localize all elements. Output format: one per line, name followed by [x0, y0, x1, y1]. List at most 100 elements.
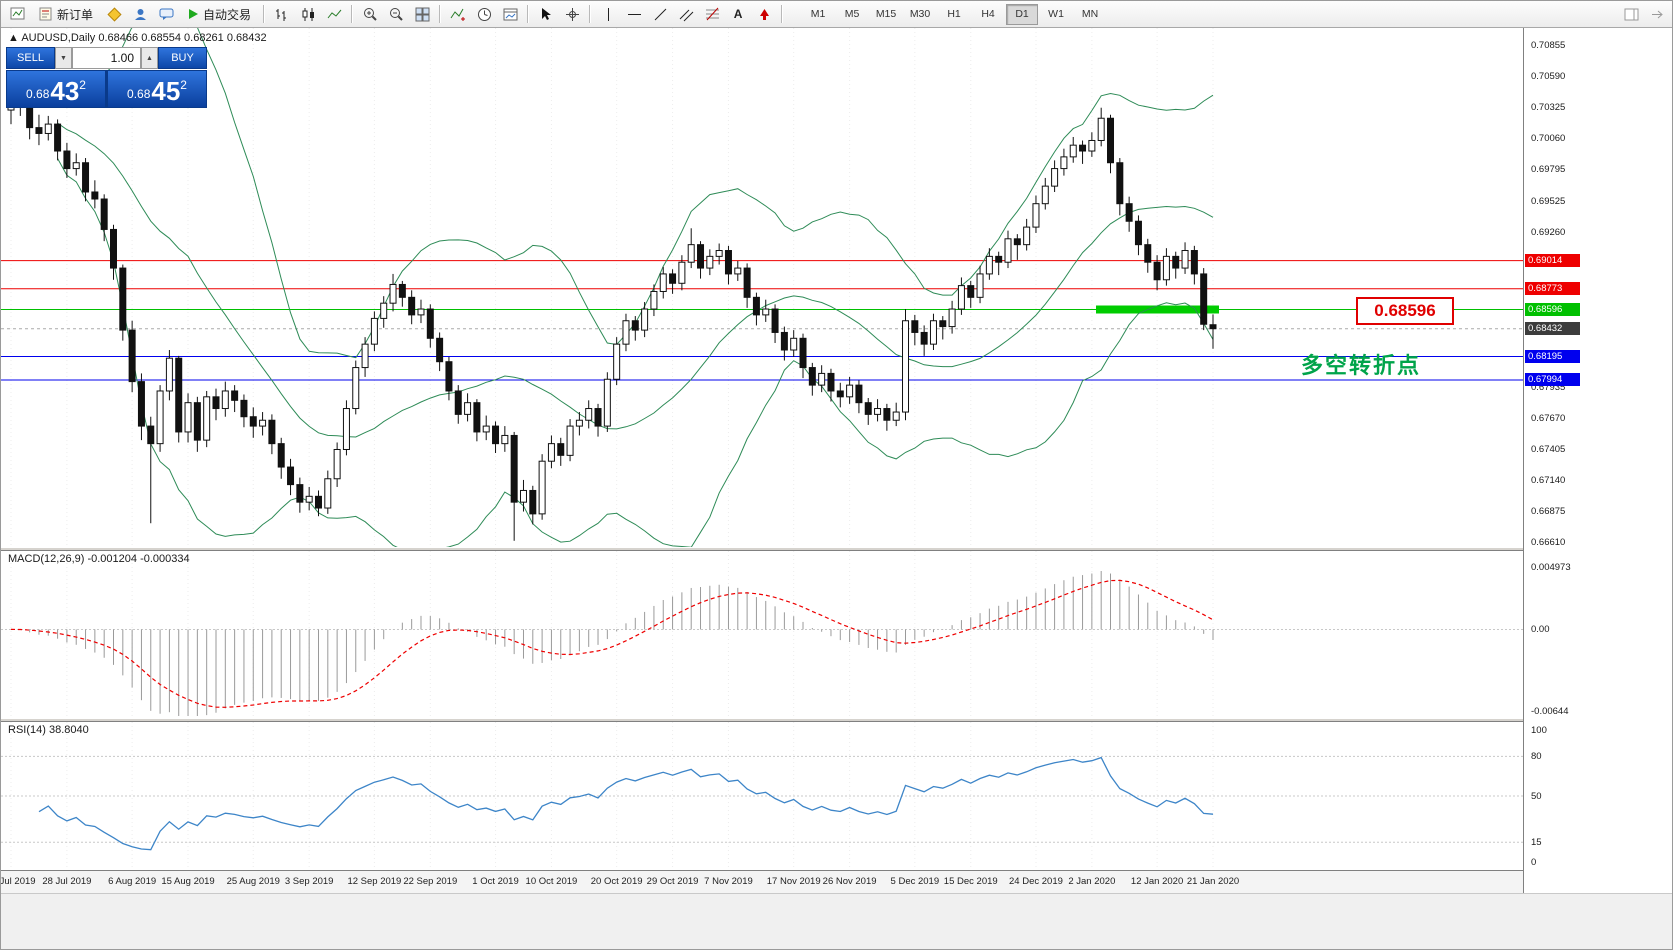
indicators-icon[interactable]	[446, 3, 470, 26]
timeframe-group: M1 M5 M15 M30 H1 H4 D1 W1 MN	[801, 3, 1107, 25]
date-label: 17 Nov 2019	[766, 876, 821, 887]
date-label: 26 Nov 2019	[822, 876, 877, 887]
vertical-line-tool-icon[interactable]	[596, 3, 620, 26]
price-tick: 0.67405	[1531, 443, 1566, 455]
periods-icon[interactable]	[472, 3, 496, 26]
tf-button-M5[interactable]: M5	[844, 8, 860, 20]
navigator-profile-icon[interactable]	[128, 3, 152, 26]
play-icon	[189, 9, 199, 19]
chart-autoscroll-icon[interactable]	[1645, 3, 1669, 26]
new-chart-icon[interactable]	[6, 3, 30, 26]
date-label: 12 Jan 2020	[1130, 876, 1184, 887]
chart-shift-icon[interactable]	[1619, 3, 1643, 26]
macd-pane[interactable]	[1, 551, 1523, 718]
symbol-period-label: AUDUSD,Daily	[21, 32, 96, 44]
channel-tool-icon[interactable]	[674, 3, 698, 26]
main-price-axis[interactable]: 0.70855 0.70590 0.70325 0.70060 0.69795 0.695…	[1524, 28, 1672, 548]
date-label: 18 Jul 2019	[1, 876, 36, 887]
open-value: 0.68466	[98, 32, 139, 44]
rsi-pane[interactable]	[1, 722, 1523, 870]
tf-button-MN[interactable]: MN	[1081, 8, 1099, 20]
price-tick: 0.66875	[1531, 505, 1566, 517]
separator	[589, 5, 592, 23]
order-form-icon	[39, 7, 52, 21]
new-order-label: 新订单	[57, 7, 94, 22]
symbol-ohlc-header: ▲ AUDUSD,Daily 0.68466 0.68554 0.68261 0…	[8, 32, 267, 44]
horizontal-line-tool-icon[interactable]	[622, 3, 646, 26]
separator	[781, 5, 784, 23]
date-label: 21 Jan 2020	[1186, 876, 1240, 887]
price-tag: 0.67994	[1525, 373, 1580, 387]
new-order-button[interactable]: 新订单	[32, 3, 100, 26]
price-tag: 0.68195	[1525, 349, 1580, 363]
bar-chart-icon[interactable]	[270, 3, 294, 26]
price-axis-column[interactable]: 0.70855 0.70590 0.70325 0.70060 0.69795 0.695…	[1523, 28, 1672, 893]
candle-chart-icon[interactable]	[296, 3, 320, 26]
separator	[527, 5, 530, 23]
macd-axis[interactable]: 0.004973 0.00 -0.00644	[1524, 551, 1672, 718]
price-tick: 0.69525	[1531, 195, 1566, 207]
price-tick: 0.70060	[1531, 133, 1566, 145]
rsi-tick: 15	[1531, 837, 1542, 849]
price-tick: 0.70855	[1531, 40, 1566, 52]
tf-button-M30[interactable]: M30	[909, 8, 931, 20]
tf-button-M1[interactable]: M1	[810, 8, 826, 20]
arrows-tool-icon[interactable]	[752, 3, 776, 26]
macd-tick: 0.004973	[1531, 561, 1571, 573]
rsi-tick: 50	[1531, 791, 1542, 802]
sell-button[interactable]: SELL	[6, 47, 55, 69]
text-tool-icon[interactable]: A	[733, 7, 743, 21]
price-level-callout[interactable]: 0.68596	[1356, 296, 1454, 325]
crosshair-icon[interactable]	[560, 3, 584, 26]
tf-button-W1[interactable]: W1	[1048, 8, 1064, 20]
price-tick: 0.67935	[1531, 381, 1566, 393]
tf-button-M15[interactable]: M15	[875, 8, 897, 20]
tf-button-D1[interactable]: D1	[1006, 3, 1039, 25]
buy-price-big: 45	[151, 76, 181, 106]
sell-price-button[interactable]: 0.68 43 2	[6, 70, 106, 108]
price-tick: 0.70590	[1531, 71, 1566, 83]
tf-button-H4[interactable]: H4	[981, 8, 995, 20]
macd-tick: 0.00	[1531, 624, 1550, 636]
line-chart-icon[interactable]	[322, 3, 346, 26]
pane-splitter[interactable]	[1, 718, 1672, 722]
tile-windows-icon[interactable]	[410, 3, 434, 26]
date-axis[interactable]: 18 Jul 2019 28 Jul 2019 6 Aug 2019 15 Aug 2…	[1, 870, 1523, 894]
buy-price-button[interactable]: 0.68 45 2	[107, 70, 207, 108]
price-tick: 0.70325	[1531, 102, 1566, 114]
price-tick: 0.67670	[1531, 412, 1566, 424]
price-tag: 0.68432	[1525, 322, 1580, 336]
bottom-filler	[1, 893, 1672, 949]
buy-button[interactable]: BUY	[158, 47, 207, 69]
buy-price-pip: 2	[180, 78, 187, 92]
volume-input[interactable]: 1.00	[72, 47, 141, 69]
date-label: 10 Oct 2019	[525, 876, 578, 887]
date-label: 3 Sep 2019	[284, 876, 334, 887]
rsi-axis[interactable]: 100 80 50 15 0	[1524, 722, 1672, 870]
tf-button-H1[interactable]: H1	[947, 8, 961, 20]
templates-icon[interactable]	[498, 3, 522, 26]
buy-price-small: 0.68	[127, 87, 151, 101]
price-tag: 0.69014	[1525, 254, 1580, 268]
price-tick: 0.67140	[1531, 474, 1566, 486]
date-label: 5 Dec 2019	[890, 876, 940, 887]
fibonacci-tool-icon[interactable]	[700, 3, 724, 26]
marketwatch-icon[interactable]	[102, 3, 126, 26]
sell-price-big: 43	[50, 76, 80, 106]
zoom-out-icon[interactable]	[384, 3, 408, 26]
terminal-chat-icon[interactable]	[154, 3, 178, 26]
turning-point-note[interactable]: 多空转折点	[1301, 353, 1422, 379]
separator	[439, 5, 442, 23]
volume-up-stepper[interactable]: ▲	[141, 47, 158, 69]
main-price-chart[interactable]	[1, 28, 1523, 547]
trendline-tool-icon[interactable]	[648, 3, 672, 26]
date-label: 6 Aug 2019	[108, 876, 157, 887]
volume-down-stepper[interactable]: ▼	[55, 47, 72, 69]
zoom-in-icon[interactable]	[358, 3, 382, 26]
cursor-icon[interactable]	[534, 3, 558, 26]
low-value: 0.68261	[184, 32, 224, 44]
collapse-marker-icon[interactable]: ▲	[8, 32, 19, 44]
autotrading-button[interactable]: 自动交易	[180, 3, 258, 26]
pane-splitter[interactable]	[1, 547, 1672, 551]
